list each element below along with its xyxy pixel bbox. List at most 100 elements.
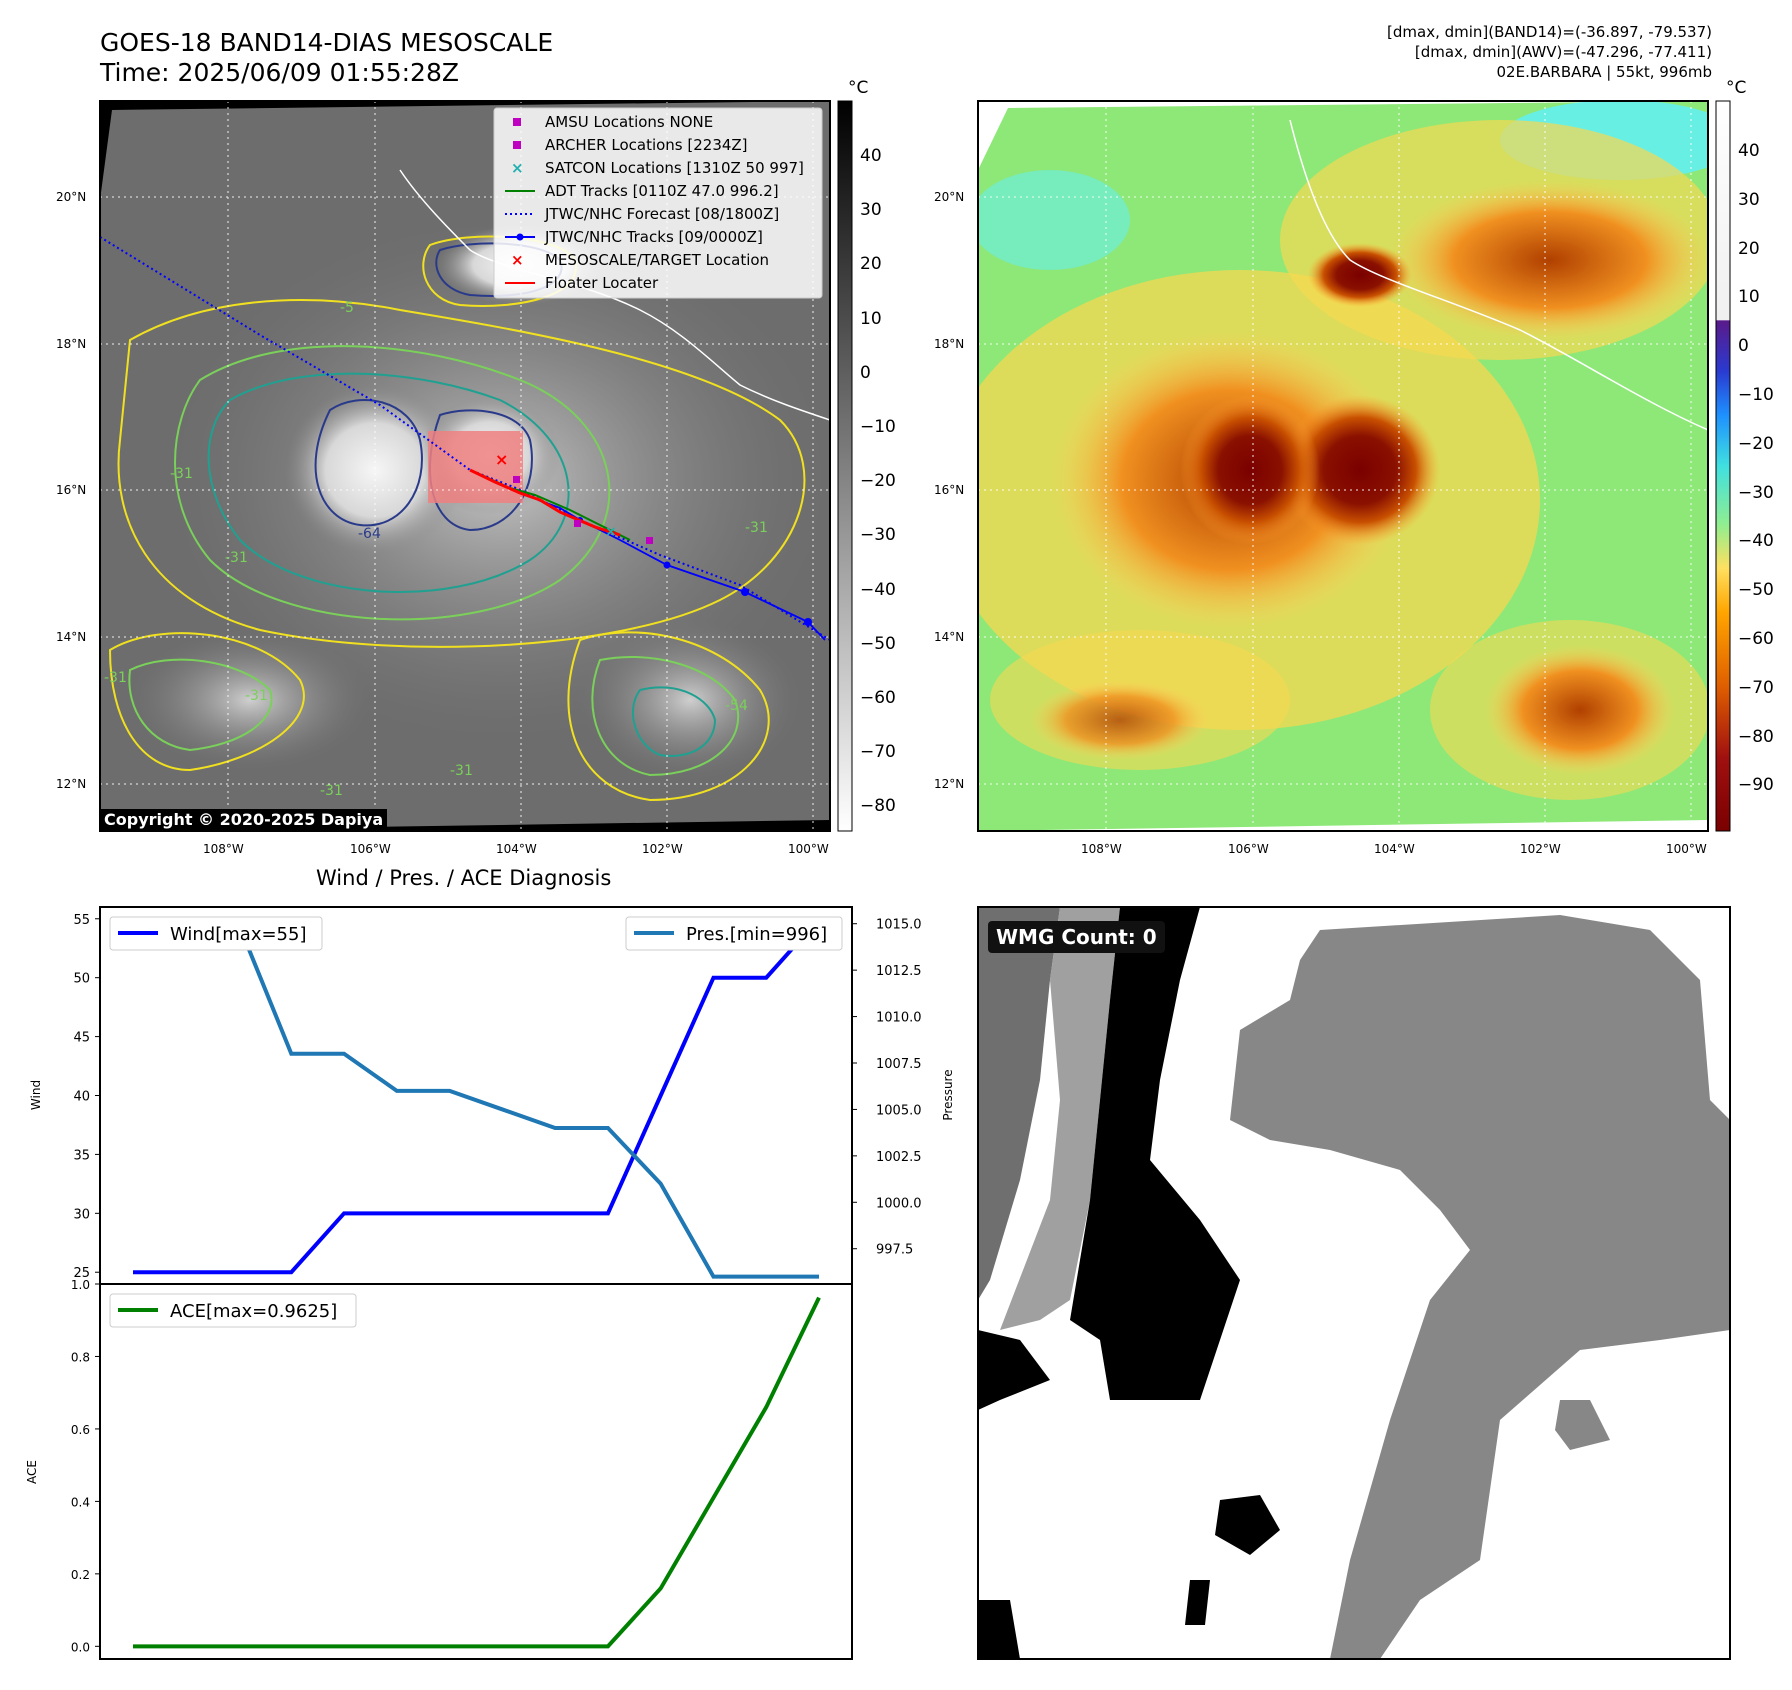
colorbar-tick: −60	[860, 688, 896, 708]
pressure-tick-label: 1015.0	[876, 918, 922, 933]
legend-entry: JTWC/NHC Forecast [08/1800Z]	[505, 205, 779, 223]
legend-label: JTWC/NHC Tracks [09/0000Z]	[544, 228, 763, 246]
colorbar-tick: −50	[1738, 580, 1774, 601]
colorbar-tick: 20	[860, 254, 882, 275]
legend-label: ARCHER Locations [2234Z]	[545, 136, 748, 154]
contour-label-7: -54	[725, 698, 748, 714]
lon-tick-108-r: 108°W	[1081, 842, 1122, 856]
colorbar-tick: −10	[1738, 385, 1774, 405]
lat-tick-16: 16°N	[56, 483, 87, 497]
colorbar-tick: 40	[860, 146, 882, 166]
wind-axis-label: Wind	[29, 1080, 43, 1110]
coastline	[399, 169, 830, 421]
colorbar-tick: −70	[1738, 677, 1774, 698]
wind-pres-plot: 25 30 35 40 45 50 55 997.5 1000.0 1002.5 1005.0 100…	[29, 913, 955, 1281]
stats-line-2: [dmax, dmin](AWV)=(-47.296, -77.411)	[1414, 43, 1712, 61]
legend-entry: JTWC/NHC Tracks [09/0000Z]	[505, 228, 763, 246]
ace-plot: 0.0 0.2 0.4 0.6 0.8 1.0 ACE ACE[max=0.9625]	[25, 1278, 821, 1654]
lon-tick-108: 108°W	[203, 842, 244, 856]
wind-tick-label: 50	[73, 972, 90, 987]
ace-tick-label: 0.4	[71, 1495, 90, 1509]
colorbar-tick: 10	[1738, 287, 1760, 308]
colorbar-tick: −20	[860, 471, 896, 492]
title-line-1: GOES-18 BAND14-DIAS MESOSCALE	[100, 28, 554, 57]
colorbar-tick: 40	[1738, 141, 1760, 161]
colorbar-tick: −90	[1738, 775, 1774, 796]
lat-tick-12-r: 12°N	[934, 777, 965, 791]
pressure-tick-label: 1010.0	[876, 1011, 922, 1026]
legend-label: JTWC/NHC Forecast [08/1800Z]	[544, 205, 779, 223]
map-legend: AMSU Locations NONE ARCHER Locations [223…	[493, 107, 823, 299]
stats-line-1: [dmax, dmin](BAND14)=(-36.897, -79.537)	[1387, 23, 1712, 41]
contour-label-4: -31	[745, 520, 768, 536]
colorbar-tick: −30	[1738, 482, 1774, 503]
svg-text:×: ×	[511, 251, 524, 269]
lon-tick-106: 106°W	[350, 842, 391, 856]
colorbar-tick: −50	[860, 633, 896, 654]
svg-text:×: ×	[495, 450, 508, 469]
lat-tick-18: 18°N	[56, 337, 87, 351]
ace-legend: ACE[max=0.9625]	[109, 1293, 357, 1328]
contour-label-2: -31	[225, 550, 248, 566]
ace-tick-label: 1.0	[71, 1278, 90, 1292]
colorbar-tick: 20	[1738, 238, 1760, 259]
lat-tick-14: 14°N	[56, 630, 87, 644]
ace-tick-label: 0.0	[71, 1640, 90, 1654]
colorbar-tick: −40	[1738, 531, 1774, 552]
wind-legend: Wind[max=55]	[109, 916, 323, 951]
colorbar-right	[1715, 100, 1731, 832]
stats-line-3: 02E.BARBARA | 55kt, 996mb	[1496, 63, 1712, 81]
colorbar-tick: −70	[860, 742, 896, 763]
colorbar-left	[837, 100, 853, 832]
pressure-legend: Pres.[min=996]	[625, 916, 843, 951]
ace-series-line	[133, 1296, 821, 1649]
floater-track	[469, 468, 621, 537]
legend-entry: ARCHER Locations [2234Z]	[513, 136, 748, 154]
colorbar-tick: 10	[860, 308, 882, 329]
ace-tick-label: 0.2	[71, 1568, 90, 1582]
wmg-count-badge: WMG Count: 0	[988, 921, 1165, 953]
wind-series-line	[133, 917, 821, 1275]
pressure-tick-label: 1007.5	[876, 1057, 922, 1072]
colorbar-tick: 0	[860, 362, 871, 383]
colorbar-right-unit: °C	[1726, 78, 1747, 98]
contour-label-group: -64 -31 -31 -31 -31 -31 -54 -31 -31 -5	[104, 300, 768, 799]
legend-entry: ADT Tracks [0110Z 47.0 996.2]	[505, 182, 779, 200]
pressure-tick-label: 1002.5	[876, 1150, 922, 1165]
legend-label: MESOSCALE/TARGET Location	[545, 251, 769, 269]
contour-label-10: -5	[340, 300, 354, 316]
legend-entry: Floater Locater	[505, 274, 659, 292]
ace-axis-label: ACE	[25, 1460, 39, 1484]
ace-legend-label: ACE[max=0.9625]	[170, 1301, 337, 1322]
contour-outer	[174, 345, 611, 621]
colorbar-tick: 30	[1738, 189, 1760, 210]
wv-map	[978, 101, 1708, 831]
floater-box	[428, 431, 523, 503]
pressure-axis-label: Pressure	[941, 1069, 955, 1120]
pressure-legend-label: Pres.[min=996]	[686, 924, 827, 945]
title-line-2: Time: 2025/06/09 01:55:28Z	[100, 58, 459, 87]
lon-tick-100-r: 100°W	[1666, 842, 1707, 856]
contour-label-6: -31	[245, 688, 268, 704]
stats-block: [dmax, dmin](BAND14)=(-36.897, -79.537) …	[1387, 22, 1712, 82]
lon-tick-106-r: 106°W	[1228, 842, 1269, 856]
contour-label-1: -64	[358, 526, 381, 542]
wmg-panel	[977, 906, 1731, 1660]
lon-tick-102-r: 102°W	[1520, 842, 1561, 856]
ace-tick-label: 0.8	[71, 1350, 90, 1364]
lon-tick-102: 102°W	[642, 842, 683, 856]
pressure-tick-label: 997.5	[876, 1243, 913, 1258]
legend-entry: AMSU Locations NONE	[513, 113, 713, 131]
colorbar-tick: 30	[860, 200, 882, 221]
colorbar-tick: 0	[1738, 336, 1749, 357]
markers: × ×	[495, 450, 653, 544]
legend-label: AMSU Locations NONE	[545, 113, 713, 131]
wind-tick-label: 45	[73, 1031, 90, 1046]
wind-tick-label: 35	[73, 1148, 90, 1163]
lat-tick-14-r: 14°N	[934, 630, 965, 644]
colorbar-left-unit: °C	[848, 78, 869, 98]
colorbar-tick: −60	[1738, 629, 1774, 649]
legend-label: Floater Locater	[545, 274, 659, 292]
contour-label-9: -31	[320, 783, 343, 799]
